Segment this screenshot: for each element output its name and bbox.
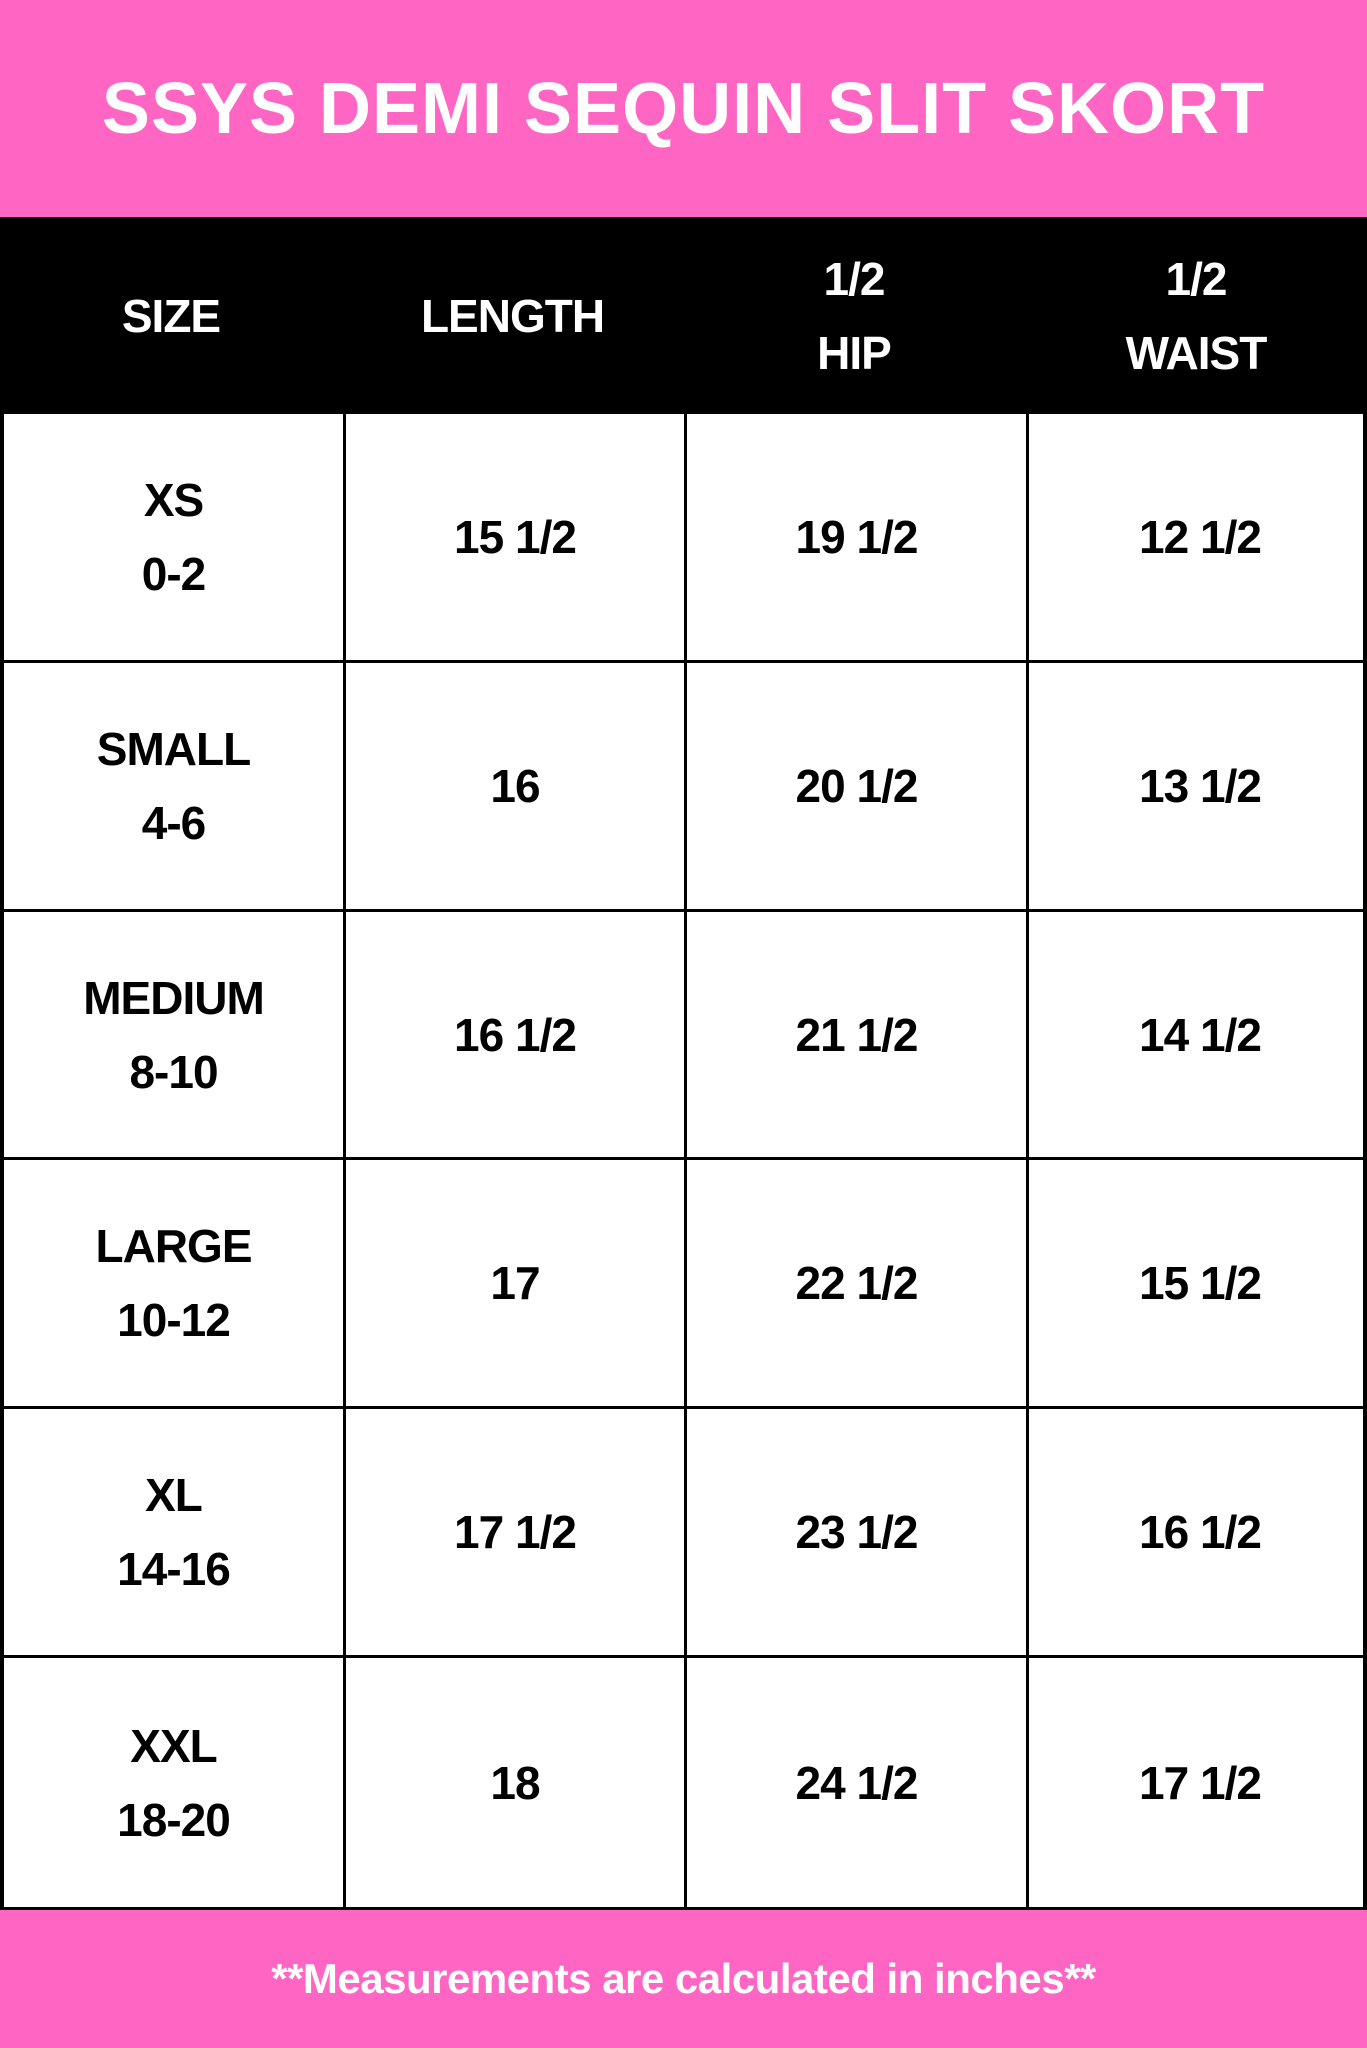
table-cell-waist: 16 1/2	[1029, 1409, 1367, 1659]
size-range: 14-16	[117, 1543, 231, 1596]
length-value: 15 1/2	[454, 510, 577, 563]
table-cell-length: 17 1/2	[346, 1409, 687, 1659]
waist-value: 17 1/2	[1139, 1756, 1262, 1809]
length-value: 17 1/2	[454, 1506, 577, 1559]
table-cell-size: LARGE 10-12	[4, 1160, 346, 1410]
length-value: 16	[490, 759, 540, 812]
hip-value: 20 1/2	[795, 759, 919, 812]
size-label: XXL	[130, 1719, 217, 1772]
title-band: SSYS DEMI SEQUIN SLIT SKORT	[0, 0, 1367, 217]
waist-value: 16 1/2	[1139, 1506, 1262, 1559]
table-cell-length: 15 1/2	[346, 414, 687, 663]
table-cell-size: XS 0-2	[4, 414, 346, 663]
hip-value: 24 1/2	[795, 1756, 919, 1809]
table-cell-length: 16 1/2	[346, 911, 687, 1161]
size-label: XL	[145, 1469, 203, 1522]
column-header-hip: 1/2 HIP	[817, 252, 892, 379]
table-cell-size: XL 14-16	[4, 1409, 346, 1659]
footer-band: **Measurements are calculated in inches*…	[0, 1910, 1367, 2048]
length-value: 18	[490, 1756, 540, 1809]
table-cell-length: 17	[346, 1160, 687, 1410]
size-range: 0-2	[141, 547, 206, 600]
table-cell-hip: 21 1/2	[687, 911, 1029, 1161]
table-cell-size: MEDIUM 8-10	[4, 911, 346, 1161]
table-cell-waist: 15 1/2	[1029, 1160, 1367, 1410]
table-cell-hip: 23 1/2	[687, 1409, 1029, 1659]
table-cell-hip: 19 1/2	[687, 414, 1029, 663]
size-table: XS 0-2 15 1/2 19 1/2 12 1/2 SMALL 4-6 16 20 1/2 1…	[0, 414, 1367, 1910]
table-cell-waist: 12 1/2	[1029, 414, 1367, 663]
size-range: 18-20	[117, 1793, 231, 1846]
table-cell-size: SMALL 4-6	[4, 662, 346, 912]
waist-value: 13 1/2	[1139, 759, 1262, 812]
length-value: 17	[490, 1257, 540, 1310]
waist-value: 14 1/2	[1139, 1008, 1262, 1061]
size-label: SMALL	[96, 722, 251, 775]
table-cell-hip: 22 1/2	[687, 1160, 1029, 1410]
column-header-length: LENGTH	[420, 289, 605, 342]
table-cell-length: 16	[346, 662, 687, 912]
footnote: **Measurements are calculated in inches*…	[271, 1955, 1096, 2002]
page-title: SSYS DEMI SEQUIN SLIT SKORT	[101, 68, 1266, 149]
size-label: LARGE	[95, 1220, 253, 1273]
waist-value: 15 1/2	[1139, 1257, 1262, 1310]
size-label: XS	[143, 473, 204, 526]
size-range: 8-10	[129, 1045, 218, 1098]
size-range: 4-6	[141, 796, 206, 849]
table-cell-waist: 17 1/2	[1029, 1658, 1367, 1907]
table-cell-waist: 14 1/2	[1029, 912, 1367, 1161]
hip-value: 19 1/2	[795, 510, 919, 563]
column-header-size: SIZE	[121, 289, 221, 342]
size-label: MEDIUM	[83, 971, 265, 1024]
table-cell-waist: 13 1/2	[1029, 663, 1367, 912]
table-cell-size: XXL 18-20	[4, 1658, 346, 1907]
table-header: SIZE LENGTH 1/2 HIP 1/2 WAIST	[0, 217, 1367, 414]
waist-value: 12 1/2	[1139, 510, 1262, 563]
size-range: 10-12	[117, 1294, 231, 1347]
hip-value: 21 1/2	[795, 1008, 919, 1061]
hip-value: 22 1/2	[795, 1257, 919, 1310]
table-cell-hip: 20 1/2	[687, 662, 1029, 912]
table-cell-length: 18	[346, 1658, 687, 1907]
hip-value: 23 1/2	[795, 1506, 919, 1559]
table-cell-hip: 24 1/2	[687, 1658, 1029, 1907]
column-header-waist: 1/2 WAIST	[1125, 252, 1268, 379]
length-value: 16 1/2	[454, 1008, 577, 1061]
